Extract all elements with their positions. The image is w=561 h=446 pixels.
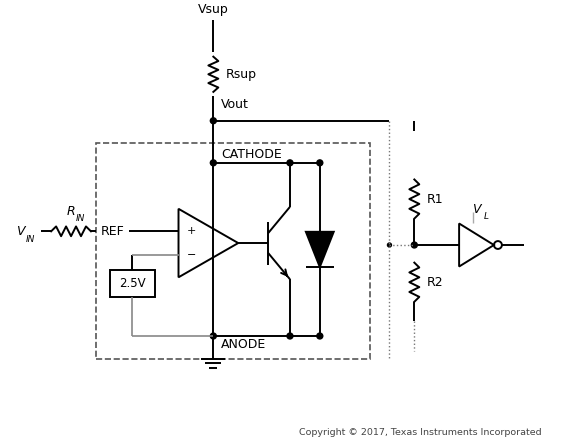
Circle shape: [210, 333, 217, 339]
Text: −: −: [186, 250, 196, 260]
Circle shape: [287, 160, 293, 166]
Text: IN: IN: [76, 215, 85, 223]
Circle shape: [317, 333, 323, 339]
Text: R1: R1: [426, 193, 443, 206]
Text: ANODE: ANODE: [221, 338, 266, 351]
Circle shape: [388, 243, 392, 247]
Text: R: R: [67, 205, 75, 218]
Circle shape: [287, 333, 293, 339]
Text: IN: IN: [25, 235, 35, 244]
Circle shape: [317, 160, 323, 166]
Text: Rsup: Rsup: [226, 68, 256, 81]
Text: CATHODE: CATHODE: [221, 148, 282, 161]
Text: Vout: Vout: [221, 98, 249, 111]
Text: V: V: [472, 202, 481, 216]
Text: L: L: [484, 211, 489, 221]
Bar: [110, 270, 155, 297]
Text: R2: R2: [426, 276, 443, 289]
Text: Vsup: Vsup: [198, 3, 229, 16]
Bar: [96, 143, 370, 359]
Circle shape: [210, 160, 217, 166]
Text: 2.5V: 2.5V: [119, 277, 145, 290]
Text: +: +: [186, 226, 196, 236]
Circle shape: [411, 242, 417, 248]
Text: REF: REF: [101, 225, 125, 238]
Polygon shape: [306, 232, 334, 267]
Text: Copyright © 2017, Texas Instruments Incorporated: Copyright © 2017, Texas Instruments Inco…: [299, 428, 542, 437]
Text: V: V: [16, 225, 25, 238]
Circle shape: [210, 118, 217, 124]
